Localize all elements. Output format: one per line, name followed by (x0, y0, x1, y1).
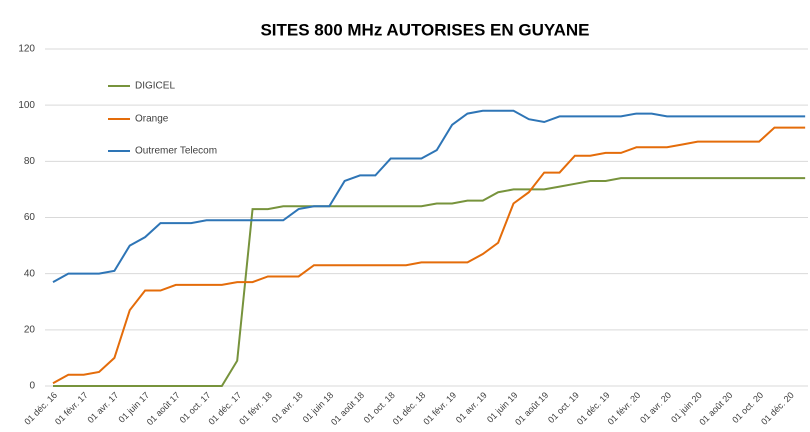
x-tick-label: 01 févr. 19 (421, 390, 458, 427)
y-tick-label: 80 (24, 156, 36, 167)
y-tick-label: 120 (18, 44, 35, 55)
y-tick-label: 20 (24, 324, 36, 335)
legend-label: Outremer Telecom (135, 146, 217, 157)
data-line (52, 126, 806, 385)
y-tick-label: 100 (18, 100, 35, 111)
x-tick-label: 01 avr. 19 (454, 390, 489, 425)
chart-title: SITES 800 MHz AUTORISES EN GUYANE (260, 20, 589, 39)
x-tick-label: 01 févr. 17 (53, 390, 90, 427)
y-tick-label: 40 (24, 268, 36, 279)
x-tick-label: 01 févr. 20 (606, 390, 643, 427)
x-tick-label: 01 déc. 20 (759, 390, 796, 427)
x-tick-label: 01 févr. 18 (237, 390, 274, 427)
data-line (52, 109, 806, 283)
x-tick-label: 01 avr. 17 (85, 390, 120, 425)
x-tick-label: 01 avr. 18 (270, 390, 305, 425)
x-tick-label: 01 août 18 (329, 390, 366, 427)
y-tick-label: 60 (24, 212, 36, 223)
legend-label: Orange (135, 114, 169, 125)
y-tick-label: 0 (29, 381, 35, 392)
x-tick-label: 01 août 20 (697, 390, 734, 427)
data-line (53, 177, 806, 387)
legend-label: DIGICEL (135, 81, 175, 92)
x-tick-label: 01 août 17 (145, 390, 182, 427)
x-tick-label: 01 avr. 20 (638, 390, 673, 425)
x-tick-label: 01 août 19 (513, 390, 550, 427)
